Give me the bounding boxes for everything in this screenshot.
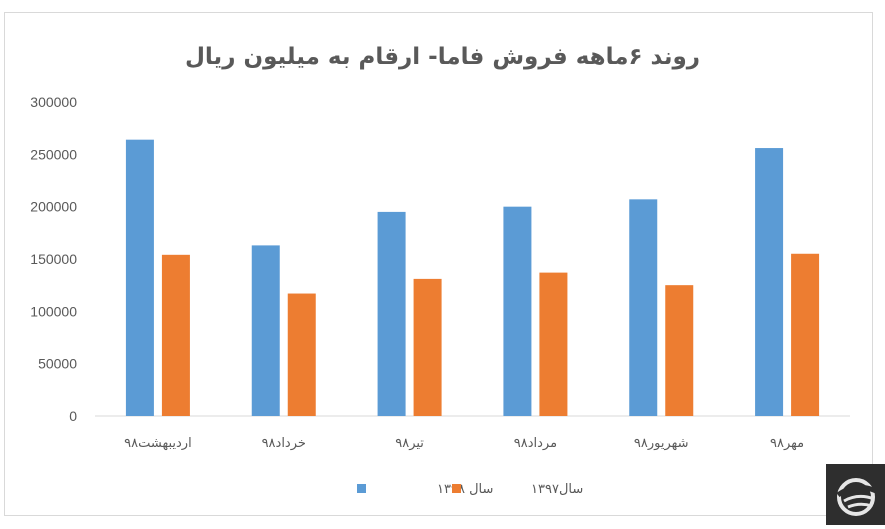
y-tick-label: 0: [69, 408, 77, 424]
category-label: خرداد۹۸: [262, 436, 306, 451]
y-tick-label: 100000: [30, 303, 77, 319]
bar-series-1: [755, 148, 784, 416]
publisher-logo-icon: [826, 464, 885, 525]
category-label: اردیبهشت۹۸: [124, 436, 192, 451]
bar-series-1: [251, 245, 280, 416]
y-tick-label: 300000: [30, 94, 77, 110]
bar-series-2: [539, 272, 568, 416]
category-label: تیر۹۸: [395, 436, 424, 451]
chart-title: روند ۶ماهه فروش فاما- ارقام به میلیون ری…: [184, 44, 701, 70]
category-label: مرداد۹۸: [514, 436, 557, 451]
legend-swatch: [357, 484, 366, 493]
legend-label: سال ۱۳۹۸: [437, 482, 493, 497]
legend-label: سال۱۳۹۷: [531, 482, 583, 497]
bar-series-2: [413, 278, 442, 416]
bar-series-1: [629, 199, 658, 416]
y-tick-label: 200000: [30, 199, 77, 215]
bar-series-2: [665, 285, 694, 416]
y-tick-label: 50000: [38, 356, 77, 372]
bar-series-1: [377, 211, 406, 416]
bar-series-2: [161, 254, 190, 416]
legend-swatch: [452, 484, 461, 493]
bar-series-2: [287, 293, 316, 416]
category-label: مهر۹۸: [770, 436, 804, 451]
category-label: شهریور۹۸: [634, 436, 689, 451]
bar-series-2: [791, 253, 820, 416]
bar-series-1: [125, 139, 154, 416]
bar-series-1: [503, 206, 532, 416]
y-tick-label: 150000: [30, 251, 77, 267]
y-tick-label: 250000: [30, 146, 77, 162]
